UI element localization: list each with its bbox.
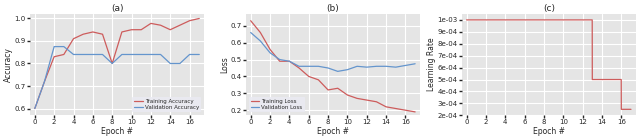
Training Loss (372, 101, 380, 103)
Training Loss (285, 60, 293, 62)
Title: (a): (a) (111, 4, 124, 13)
Y-axis label: Learning Rate: Learning Rate (427, 38, 436, 91)
Validation Accuracy (128, 54, 136, 55)
Validation Loss (324, 67, 332, 69)
Validation Accuracy (70, 54, 77, 55)
Legend: Training Loss, Validation Loss: Training Loss, Validation Loss (248, 97, 305, 113)
Validation Loss (276, 59, 284, 60)
Title: (b): (b) (326, 4, 339, 13)
Line: Validation Accuracy: Validation Accuracy (35, 47, 199, 108)
Validation Loss (247, 32, 255, 33)
Training Accuracy (186, 20, 193, 22)
Validation Accuracy (147, 54, 155, 55)
Training Loss (412, 111, 419, 113)
Validation Loss (344, 69, 351, 71)
Validation Accuracy (51, 46, 58, 47)
Training Accuracy (70, 38, 77, 40)
Training Accuracy (128, 29, 136, 31)
Training Loss (334, 87, 342, 89)
Training Accuracy (60, 54, 68, 55)
X-axis label: Epoch #: Epoch # (532, 127, 564, 136)
Training Accuracy (89, 31, 97, 33)
Validation Accuracy (118, 54, 125, 55)
Training Loss (305, 76, 312, 77)
Training Loss (402, 109, 410, 111)
Training Loss (363, 99, 371, 101)
Training Accuracy (41, 81, 49, 82)
Validation Accuracy (108, 63, 116, 64)
Training Loss (392, 108, 399, 109)
Validation Loss (266, 52, 274, 54)
Validation Loss (305, 66, 312, 67)
Validation Loss (382, 66, 390, 67)
Validation Loss (314, 66, 322, 67)
Validation Accuracy (89, 54, 97, 55)
Y-axis label: Loss: Loss (220, 56, 229, 73)
Training Accuracy (138, 29, 145, 31)
Validation Loss (363, 66, 371, 68)
Validation Loss (392, 66, 399, 68)
Training Loss (295, 67, 303, 69)
Validation Accuracy (157, 54, 164, 55)
Training Loss (247, 20, 255, 22)
Training Accuracy (118, 31, 125, 33)
Validation Accuracy (138, 54, 145, 55)
Validation Accuracy (79, 54, 87, 55)
X-axis label: Epoch #: Epoch # (317, 127, 349, 136)
Legend: Training Accuracy, Validation Accuracy: Training Accuracy, Validation Accuracy (132, 97, 202, 113)
Validation Accuracy (166, 63, 174, 64)
Training Loss (382, 106, 390, 108)
Validation Accuracy (31, 108, 38, 109)
Training Loss (344, 94, 351, 96)
Validation Accuracy (195, 54, 203, 55)
Training Accuracy (147, 23, 155, 24)
Validation Accuracy (60, 46, 68, 47)
Validation Loss (257, 40, 264, 42)
Validation Accuracy (99, 54, 106, 55)
Training Accuracy (176, 24, 184, 26)
Title: (c): (c) (543, 4, 555, 13)
Training Loss (276, 60, 284, 62)
Line: Training Loss: Training Loss (251, 21, 415, 112)
Y-axis label: Accuracy: Accuracy (4, 47, 13, 82)
Validation Loss (353, 66, 361, 67)
Validation Loss (372, 66, 380, 67)
Training Accuracy (166, 29, 174, 31)
Training Loss (324, 89, 332, 91)
Training Accuracy (99, 33, 106, 35)
Training Loss (266, 49, 274, 50)
Training Accuracy (79, 33, 87, 35)
Training Accuracy (157, 24, 164, 26)
Validation Loss (285, 60, 293, 62)
X-axis label: Epoch #: Epoch # (101, 127, 133, 136)
Validation Accuracy (41, 81, 49, 82)
Line: Validation Loss: Validation Loss (251, 32, 415, 71)
Validation Loss (295, 66, 303, 67)
Validation Loss (412, 63, 419, 65)
Training Loss (353, 98, 361, 99)
Validation Loss (334, 71, 342, 72)
Training Loss (314, 79, 322, 81)
Validation Accuracy (176, 63, 184, 64)
Training Accuracy (195, 18, 203, 19)
Training Accuracy (108, 63, 116, 64)
Training Loss (257, 32, 264, 33)
Training Accuracy (51, 56, 58, 58)
Validation Accuracy (186, 54, 193, 55)
Training Accuracy (31, 108, 38, 109)
Line: Training Accuracy: Training Accuracy (35, 18, 199, 108)
Validation Loss (402, 65, 410, 66)
